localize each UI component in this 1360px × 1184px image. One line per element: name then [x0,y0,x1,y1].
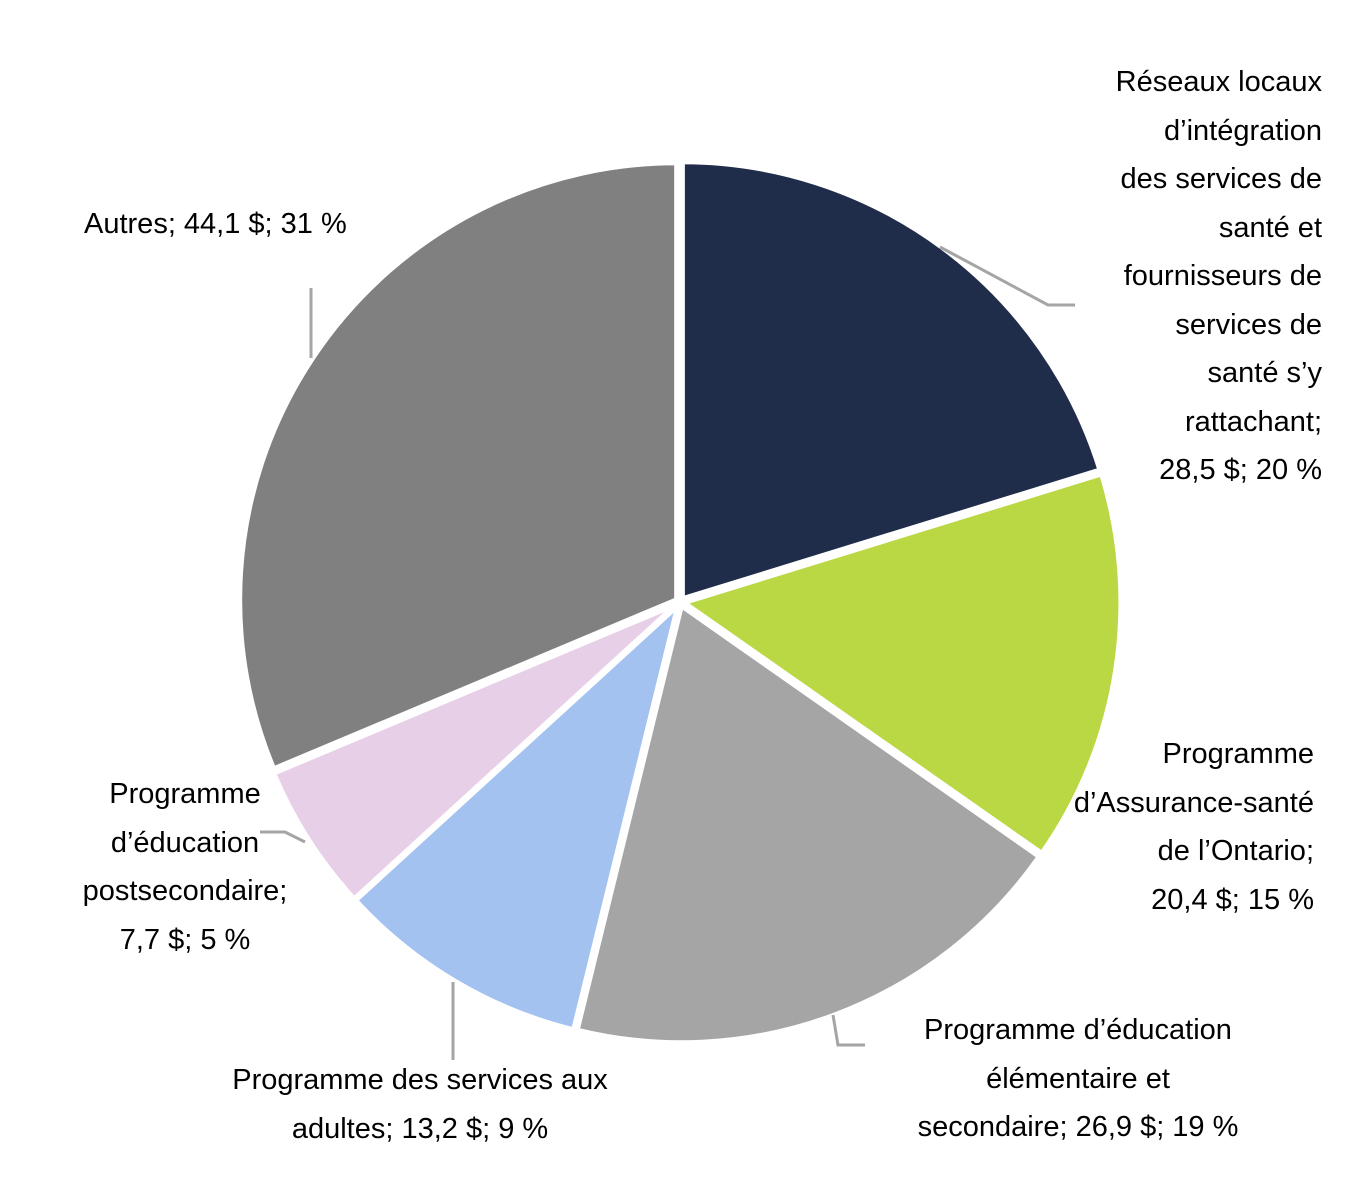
label-line: d’intégration [1164,114,1322,147]
label-line: d’Assurance-santé [1073,786,1314,819]
data-label-education-postsecondaire: Programme d’éducation postsecondaire; 7,7 $… [40,770,330,964]
label-line: adultes; 13,2 $; 9 % [291,1112,549,1145]
label-line: fournisseurs de [1123,260,1322,292]
label-line: 28,5 $; 20 % [1159,454,1322,486]
leader-line [939,245,1075,307]
pie-slice [270,601,679,903]
label-line: rattachant; [1184,405,1322,438]
label-line: Programme des services aux [232,1064,608,1096]
data-label-assurance-sante: Programme d’Assurance-santé de l’Ontario; 2… [1074,730,1314,924]
data-label-reseaux-locaux: Réseaux locaux d’intégration des services … [1116,58,1322,495]
label-line: élémentaire et [986,1062,1170,1095]
label-line: d’éducation [110,826,260,859]
leader-line [260,830,306,844]
data-label-services-adultes: Programme des services aux adultes; 13,2 … [180,1056,660,1153]
label-line: secondaire; 26,9 $; 19 % [917,1111,1239,1143]
leader-line [831,1014,865,1047]
label-line: santé s’y [1207,357,1322,389]
label-line: Programme d’éducation [924,1014,1232,1046]
label-line: Réseaux locaux [1115,66,1322,98]
label-line: Autres; 44,1 $; 31 % [84,208,347,240]
label-line: services de [1175,308,1322,341]
pie-slice [678,470,1124,857]
pie-slice [237,160,680,773]
data-label-autres: Autres; 44,1 $; 31 % [84,200,347,249]
label-line: 7,7 $; 5 % [119,923,251,956]
label-line: 20,4 $; 15 % [1151,883,1314,916]
label-line: Programme [1162,738,1315,770]
label-line: de l’Ontario; [1157,835,1314,867]
label-line: des services de [1120,163,1323,195]
label-line: santé et [1218,211,1322,244]
label-line: postsecondaire; [82,875,288,907]
pie-slice [351,598,683,1033]
label-line: Programme [109,778,261,810]
data-label-education-elementaire: Programme d’éducation élémentaire et secon… [868,1006,1288,1152]
pie-slice [574,601,1043,1046]
